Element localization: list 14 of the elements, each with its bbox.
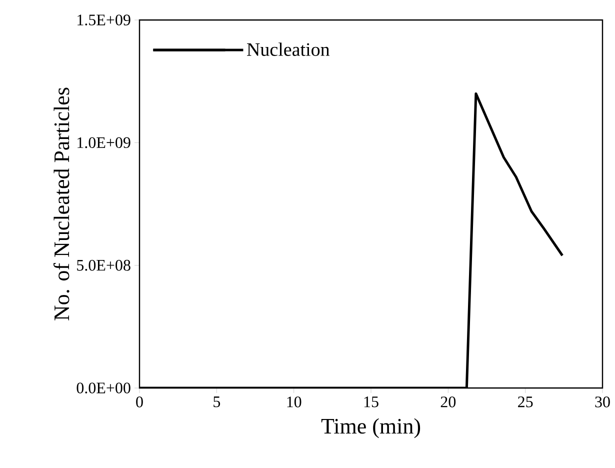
x-tick-label: 0 [136, 396, 143, 408]
x-axis-title: Time (min) [321, 418, 420, 438]
x-tick-label: 20 [440, 396, 456, 408]
x-tick-label: 10 [287, 396, 302, 408]
x-tick-label: 15 [364, 396, 378, 408]
x-tick-label: 25 [518, 396, 533, 408]
x-tick-label: 30 [595, 396, 610, 408]
legend-label: Nucleation [247, 42, 330, 56]
y-axis-title: No. of Nucleated Particles [53, 88, 70, 320]
y-tick-label: 0.0E+00 [76, 382, 130, 394]
x-tick-label: 5 [214, 396, 220, 408]
y-tick-label: 1.0E+09 [78, 137, 130, 148]
y-tick-label: 1.5E+09 [78, 14, 130, 26]
y-tick-label: 5.0E+08 [77, 260, 130, 271]
